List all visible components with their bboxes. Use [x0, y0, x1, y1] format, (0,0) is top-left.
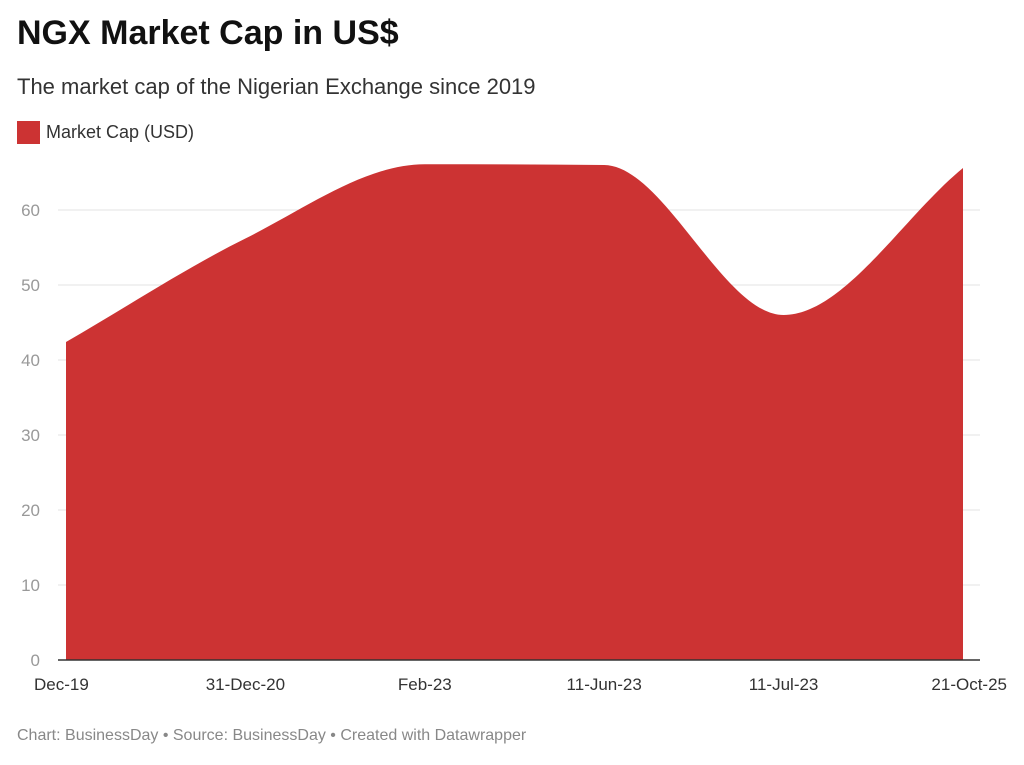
y-tick-label: 20	[21, 501, 40, 520]
x-tick-label: Dec-19	[34, 675, 89, 694]
y-tick-label: 0	[31, 651, 40, 670]
y-tick-label: 10	[21, 576, 40, 595]
legend-label: Market Cap (USD)	[46, 122, 195, 142]
legend-swatch	[17, 121, 40, 144]
chart-title: NGX Market Cap in US$	[17, 14, 399, 52]
chart-subtitle: The market cap of the Nigerian Exchange …	[17, 74, 536, 99]
x-tick-label: 11-Jun-23	[567, 675, 642, 694]
legend: Market Cap (USD)	[17, 121, 194, 144]
y-tick-label: 40	[21, 351, 40, 370]
chart-footer: Chart: BusinessDay • Source: BusinessDay…	[17, 727, 527, 744]
y-tick-label: 60	[21, 201, 40, 220]
x-tick-label: 31-Dec-20	[206, 675, 285, 694]
area-series	[66, 164, 963, 660]
y-tick-label: 30	[21, 426, 40, 445]
x-tick-label: Feb-23	[398, 675, 452, 694]
x-tick-label: 11-Jul-23	[749, 675, 819, 694]
x-tick-label: 21-Oct-25	[931, 675, 1007, 694]
y-tick-label: 50	[21, 276, 40, 295]
